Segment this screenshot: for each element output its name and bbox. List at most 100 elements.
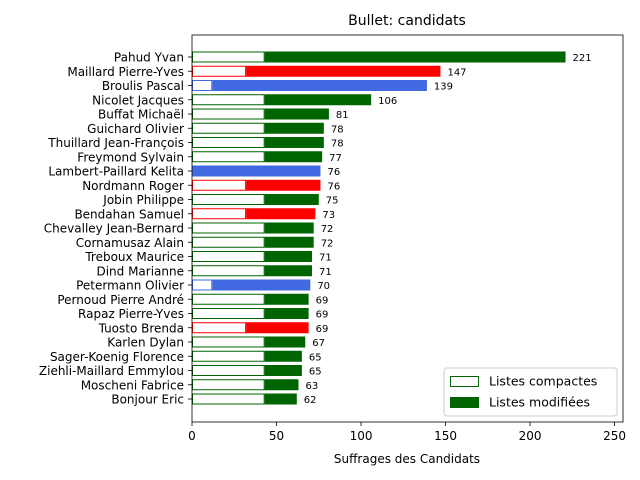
bar-compact	[192, 122, 265, 134]
bar-modified	[264, 365, 302, 376]
data-label: 76	[327, 167, 340, 178]
data-label: 75	[326, 196, 339, 207]
x-tick-label: 150	[434, 429, 457, 443]
data-label: 78	[331, 124, 344, 135]
x-tick-label: 0	[188, 429, 196, 443]
x-tick-label: 50	[269, 429, 284, 443]
bar-compact	[192, 236, 265, 248]
bar-compact	[192, 393, 265, 405]
bar-compact	[192, 251, 265, 262]
data-label: 73	[322, 210, 335, 221]
bar-modified	[264, 151, 323, 163]
legend: Listes compactes Listes modifiées	[443, 367, 618, 417]
data-label: 62	[304, 395, 317, 406]
x-tick-label: 250	[603, 429, 626, 443]
bar-compact	[192, 65, 247, 77]
data-label: 71	[319, 253, 332, 264]
axes: 0 50 100 150 200 250	[188, 34, 626, 443]
bar-modified	[192, 165, 321, 177]
bar-modified	[246, 208, 316, 220]
bar-modified	[264, 308, 309, 319]
data-label: 65	[309, 352, 322, 363]
bar-modified	[264, 293, 309, 305]
category-label: Rapaz Pierre-Yves	[78, 307, 184, 321]
data-label: 147	[447, 67, 466, 78]
x-axis-label: Suffrages des Candidats	[334, 452, 480, 466]
bar-modified	[264, 350, 302, 362]
data-label: 106	[378, 96, 397, 107]
bar-modified	[264, 236, 314, 248]
bar-compact	[192, 265, 265, 277]
value-labels: 221 147 139 106 81 78 78 77 76 76 75 73 72 72 71 71 70 69…	[304, 53, 592, 406]
category-label: Petermann Olivier	[76, 279, 184, 293]
bar-compact	[192, 151, 265, 163]
bar-modified	[264, 336, 306, 348]
category-label: Cornamusaz Alain	[76, 236, 184, 250]
bar-compact	[192, 137, 265, 148]
bar-modified	[264, 51, 566, 63]
bars-layer	[192, 51, 566, 405]
category-label: Dind Marianne	[96, 264, 184, 278]
category-label: Nordmann Roger	[82, 179, 184, 193]
bar-modified	[246, 179, 321, 191]
bar-compact	[192, 51, 265, 63]
category-label: Bonjour Eric	[111, 393, 184, 407]
bar-modified	[246, 322, 309, 334]
bar-compact	[192, 322, 247, 334]
bar-compact	[192, 94, 265, 106]
category-label: Buffat Michaël	[98, 108, 184, 122]
bar-modified	[264, 222, 314, 234]
legend-swatch-compact	[450, 376, 479, 387]
category-label: Lambert-Paillard Kelita	[48, 165, 184, 179]
data-label: 72	[321, 224, 334, 235]
data-label: 221	[573, 53, 592, 64]
bar-compact	[192, 379, 265, 391]
bar-modified	[264, 251, 313, 262]
data-label: 70	[317, 281, 330, 292]
bar-modified	[246, 65, 441, 77]
bar-compact	[192, 179, 247, 191]
bar-modified	[212, 279, 311, 291]
data-label: 63	[305, 381, 318, 392]
bar-modified	[264, 122, 324, 134]
category-label: Moscheni Fabrice	[81, 378, 184, 392]
bar-compact	[192, 208, 247, 220]
data-label: 69	[316, 310, 329, 321]
legend-label: Listes modifiées	[489, 395, 590, 410]
category-label: Ziehli-Maillard Emmylou	[39, 364, 184, 378]
category-label: Karlen Dylan	[107, 336, 184, 350]
category-label: Jobin Philippe	[102, 193, 184, 207]
x-tick-label: 200	[519, 429, 542, 443]
data-label: 76	[327, 181, 340, 192]
chart-title: Bullet: candidats	[348, 13, 466, 29]
bar-modified	[212, 80, 427, 91]
bar-compact	[192, 222, 265, 234]
data-label: 71	[319, 267, 332, 278]
bar-modified	[264, 393, 297, 405]
data-label: 67	[312, 338, 325, 349]
bar-compact	[192, 108, 265, 120]
bar-compact	[192, 293, 265, 305]
category-label: Chevalley Jean-Bernard	[44, 222, 184, 236]
category-label: Thuillard Jean-François	[47, 136, 184, 150]
data-label: 69	[316, 324, 329, 335]
data-label: 72	[321, 238, 334, 249]
category-label: Guichard Olivier	[87, 122, 184, 136]
bar-modified	[264, 379, 299, 391]
bar-compact	[192, 308, 265, 319]
bar-compact	[192, 365, 265, 376]
data-label: 65	[309, 367, 322, 378]
category-label: Nicolet Jacques	[92, 93, 184, 107]
data-label: 81	[336, 110, 349, 121]
category-label: Freymond Sylvain	[77, 150, 184, 164]
plot-frame	[191, 34, 624, 423]
data-label: 78	[331, 139, 344, 150]
bar-compact	[192, 350, 265, 362]
bar-compact	[192, 194, 265, 205]
legend-label: Listes compactes	[489, 374, 597, 389]
bar-modified	[264, 265, 313, 277]
data-label: 139	[434, 82, 453, 93]
